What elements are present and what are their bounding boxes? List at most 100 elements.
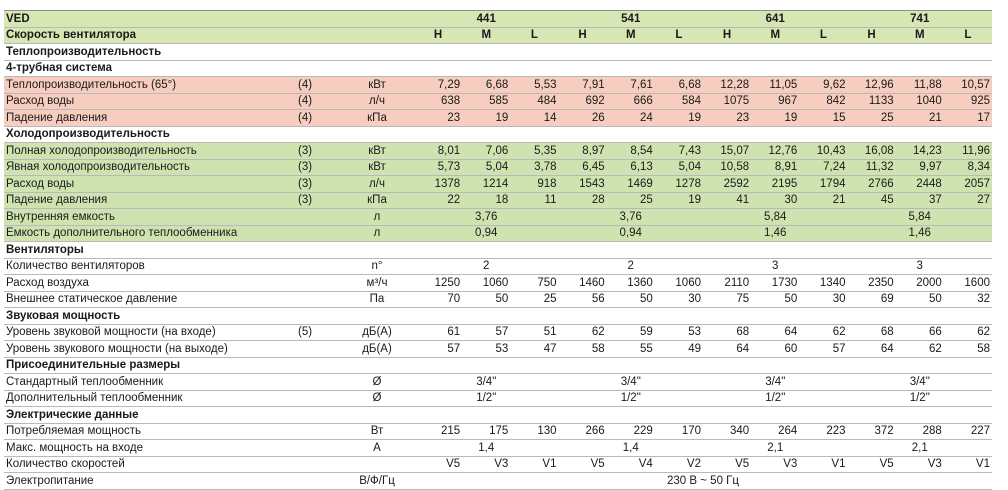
footnote-ref	[296, 456, 340, 473]
value-cell: 1278	[654, 175, 703, 193]
spec-row: Уровень звуковой мощности (на входе) (5) д…	[4, 324, 992, 341]
row-label: Явная холодопроизводительность	[4, 159, 296, 176]
value-cell: 32	[943, 291, 992, 308]
spec-table: VED 441 541 641 741 Скорость вентилятора…	[4, 10, 992, 490]
value-cell: 16,08	[847, 142, 896, 160]
value-cell: 6,68	[462, 76, 511, 94]
value-cell: 2000	[895, 274, 944, 292]
model-value-cell: 3/4"	[847, 373, 992, 391]
section-title: Присоединительные размеры	[4, 357, 992, 374]
value-cell: 266	[558, 423, 607, 440]
unit-cell: л/ч	[340, 175, 414, 193]
spec-row: Внешнее статическое давление Па 70 50 25 56 50…	[4, 291, 992, 308]
value-cell: 12,96	[847, 76, 896, 94]
value-cell: 23	[414, 109, 463, 127]
speed-m: M	[895, 27, 944, 44]
row-label: Расход воды	[4, 175, 296, 193]
value-cell: 842	[799, 93, 848, 110]
value-cell: 6,45	[558, 159, 607, 176]
value-cell: 7,06	[462, 142, 511, 160]
value-cell: 967	[751, 93, 800, 110]
unit-cell: Ø	[340, 390, 414, 407]
value-cell: 1543	[558, 175, 607, 193]
value-cell: 57	[414, 340, 463, 358]
value-cell: 25	[510, 291, 559, 308]
value-cell: 10,57	[943, 76, 992, 94]
value-cell: 56	[558, 291, 607, 308]
section-title: Вентиляторы	[4, 241, 992, 259]
value-cell: 264	[751, 423, 800, 440]
spec-row: Уровень звукового мощности (на выходе) дБ…	[4, 340, 992, 358]
spec-row: Дополнительный теплообменник Ø 1/2" 1/2" 1/2…	[4, 390, 992, 407]
value-cell: 175	[462, 423, 511, 440]
power-supply-value: 230 В ~ 50 Гц	[414, 472, 992, 490]
footnote-ref	[296, 258, 340, 275]
unit-cell	[340, 456, 414, 473]
value-cell: 58	[943, 340, 992, 358]
section-title: Теплопроизводительность	[4, 43, 992, 61]
speed-l: L	[510, 27, 559, 44]
value-cell: 57	[799, 340, 848, 358]
footnote-ref: (4)	[296, 76, 340, 94]
model-value-cell: 3	[703, 258, 848, 275]
model-value-cell: 1/2"	[847, 390, 992, 407]
value-cell: 51	[510, 324, 559, 341]
value-cell: 11,32	[847, 159, 896, 176]
value-cell: V3	[462, 456, 511, 473]
speed-h: H	[558, 27, 607, 44]
spec-row: Теплопроизводительность (65°) (4) кВт 7,29 6…	[4, 76, 992, 94]
value-cell: 1060	[462, 274, 511, 292]
value-cell: 8,54	[606, 142, 655, 160]
unit-cell: л	[340, 225, 414, 242]
value-cell: 64	[703, 340, 752, 358]
value-cell: 1794	[799, 175, 848, 193]
value-cell: 750	[510, 274, 559, 292]
footnote-ref	[296, 274, 340, 292]
row-label: Уровень звуковой мощности (на входе)	[4, 324, 296, 341]
value-cell: V5	[847, 456, 896, 473]
model-value-cell: 2,1	[703, 439, 848, 457]
value-cell: 11,88	[895, 76, 944, 94]
spec-row: Стандартный теплообменник Ø 3/4" 3/4" 3/4" 3/…	[4, 373, 992, 391]
value-cell: 11	[510, 192, 559, 209]
value-cell: 7,91	[558, 76, 607, 94]
unit-cell: кПа	[340, 192, 414, 209]
model-value-cell: 2	[414, 258, 559, 275]
value-cell: 21	[799, 192, 848, 209]
value-cell: 5,04	[654, 159, 703, 176]
section-header-row: Электрические данные	[4, 406, 992, 424]
footnote-ref	[296, 472, 340, 490]
model-value-cell: 5,84	[703, 208, 848, 226]
unit-cell: м³/ч	[340, 274, 414, 292]
footnote-ref: (3)	[296, 175, 340, 193]
unit-cell: л	[340, 208, 414, 226]
value-cell: 15	[799, 109, 848, 127]
value-cell: 5,35	[510, 142, 559, 160]
value-cell: 62	[799, 324, 848, 341]
speed-l: L	[654, 27, 703, 44]
unit-cell: Па	[340, 291, 414, 308]
spec-row: Количество вентиляторов n° 2 2 3 3	[4, 258, 992, 275]
spec-row: Макс. мощность на входе A 1,4 1,4 2,1 2,1	[4, 439, 992, 457]
model-641: 641	[703, 10, 848, 28]
value-cell: 50	[606, 291, 655, 308]
value-cell: 8,97	[558, 142, 607, 160]
value-cell: 2195	[751, 175, 800, 193]
value-cell: 372	[847, 423, 896, 440]
value-cell: 59	[606, 324, 655, 341]
model-value-cell: 1/2"	[558, 390, 703, 407]
value-cell: V2	[654, 456, 703, 473]
spec-row: Внутренняя емкость л 3,76 3,76 5,84 5,84	[4, 208, 992, 226]
value-cell: 1730	[751, 274, 800, 292]
speed-m: M	[606, 27, 655, 44]
value-cell: 227	[943, 423, 992, 440]
speed-l: L	[943, 27, 992, 44]
model-value-cell: 1,46	[703, 225, 848, 242]
unit-cell: кПа	[340, 109, 414, 127]
value-cell: 170	[654, 423, 703, 440]
unit-cell: кВт	[340, 159, 414, 176]
value-cell: V1	[799, 456, 848, 473]
value-cell: 64	[751, 324, 800, 341]
value-cell: 14	[510, 109, 559, 127]
value-cell: 692	[558, 93, 607, 110]
